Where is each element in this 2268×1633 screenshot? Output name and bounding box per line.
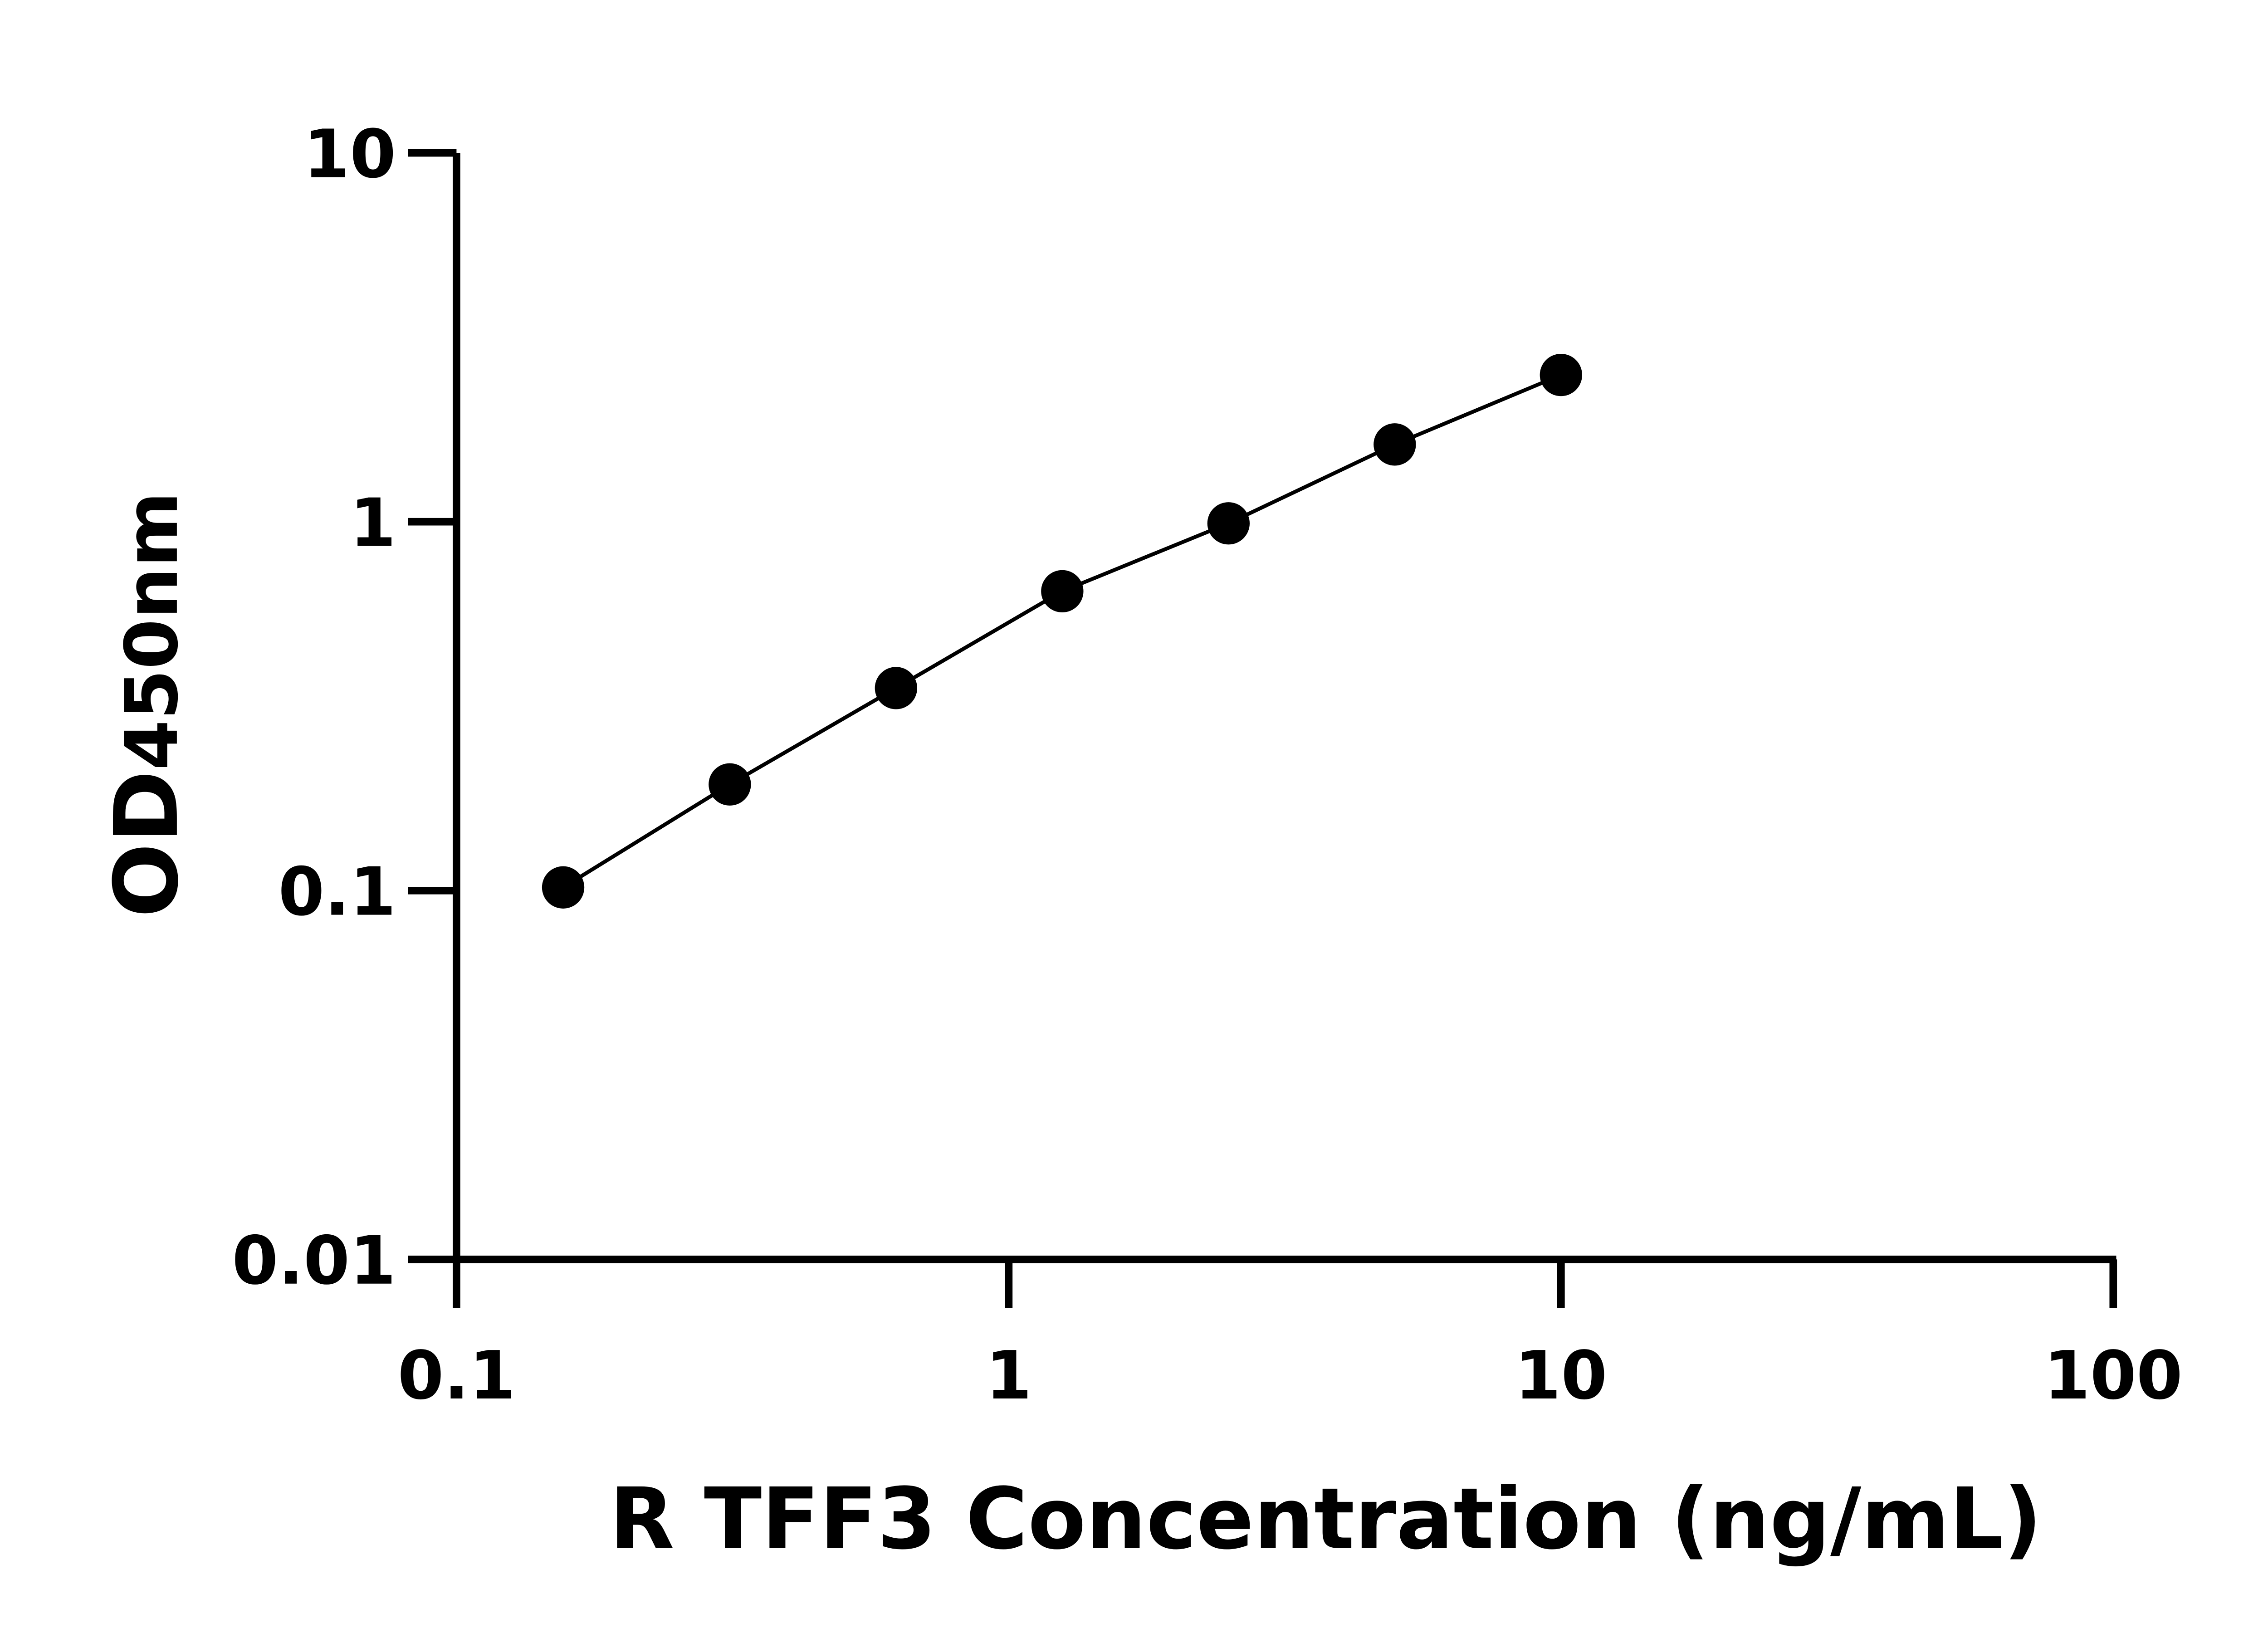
y-tick-label: 10: [303, 115, 396, 193]
y-tick-label: 0.01: [232, 1222, 396, 1300]
x-tick-label: 1: [986, 1337, 1032, 1414]
axes: [453, 153, 2116, 1263]
x-tick-label: 10: [1515, 1337, 1607, 1414]
series: [542, 353, 1582, 909]
x-tick-label: 100: [2044, 1337, 2183, 1414]
data-point: [1374, 423, 1416, 466]
x-tick-label: 0.1: [398, 1337, 516, 1414]
x-axis-label: R TFF3 Concentration (ng/mL): [609, 1470, 2042, 1569]
data-point: [542, 866, 585, 909]
y-axis-label-main: OD: [96, 770, 198, 918]
y-tick-label: 1: [350, 484, 396, 562]
data-point: [709, 763, 751, 806]
y-axis-label-sub: 450nm: [110, 492, 194, 770]
data-point: [1041, 570, 1084, 613]
y-tick-label: 0.1: [278, 853, 396, 931]
data-point: [1540, 353, 1582, 396]
data-point: [1207, 502, 1250, 545]
y-axis-label: OD450nm: [96, 492, 198, 918]
data-point: [875, 667, 918, 709]
